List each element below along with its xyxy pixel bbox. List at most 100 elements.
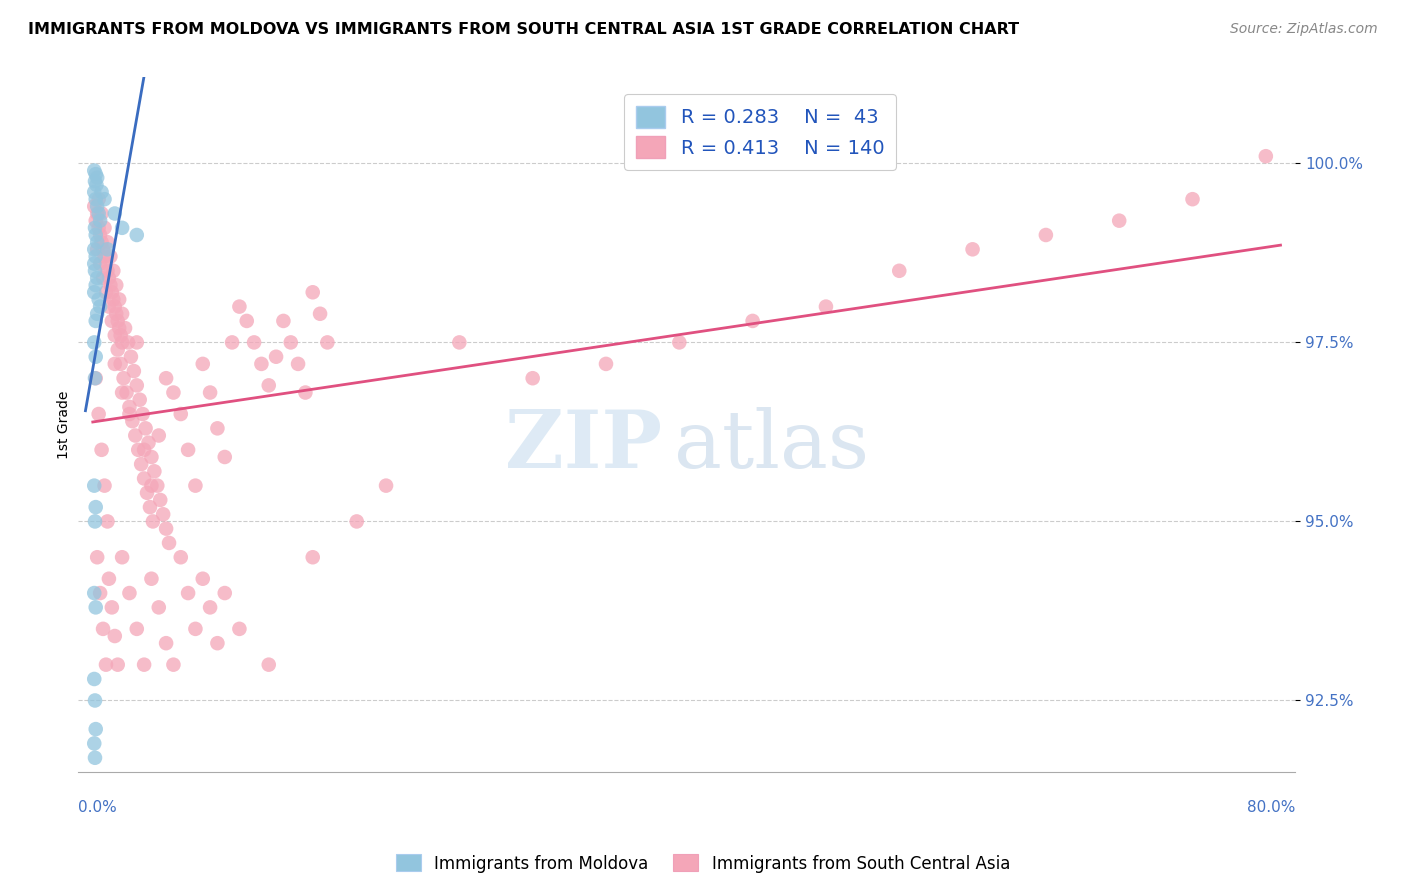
Point — [84, 722, 107, 736]
Point — [90, 206, 112, 220]
Point — [91, 622, 114, 636]
Point — [111, 550, 134, 565]
Legend: R = 0.283    N =  43, R = 0.413    N = 140: R = 0.283 N = 43, R = 0.413 N = 140 — [624, 95, 896, 170]
Point — [90, 442, 112, 457]
Point — [86, 206, 108, 220]
Point — [191, 357, 214, 371]
Point — [741, 314, 763, 328]
Point — [235, 314, 257, 328]
Point — [96, 235, 118, 249]
Point — [84, 693, 107, 707]
Point — [111, 385, 134, 400]
Point — [100, 278, 122, 293]
Point — [107, 343, 129, 357]
Point — [149, 492, 172, 507]
Point — [97, 271, 120, 285]
Point — [93, 250, 115, 264]
Point — [84, 751, 107, 765]
Point — [257, 378, 280, 392]
Point — [105, 307, 128, 321]
Point — [84, 213, 107, 227]
Point — [104, 328, 127, 343]
Point — [301, 285, 323, 300]
Point — [1181, 192, 1204, 206]
Point — [84, 600, 107, 615]
Point — [84, 278, 107, 293]
Point — [138, 435, 160, 450]
Point — [91, 271, 114, 285]
Point — [111, 307, 134, 321]
Point — [84, 515, 107, 529]
Text: atlas: atlas — [675, 407, 869, 484]
Point — [84, 227, 107, 242]
Point — [115, 385, 138, 400]
Point — [139, 500, 162, 515]
Point — [121, 414, 143, 428]
Point — [132, 442, 155, 457]
Point — [108, 293, 131, 307]
Text: IMMIGRANTS FROM MOLDOVA VS IMMIGRANTS FROM SOUTH CENTRAL ASIA 1ST GRADE CORRELAT: IMMIGRANTS FROM MOLDOVA VS IMMIGRANTS FR… — [28, 22, 1019, 37]
Point — [107, 657, 129, 672]
Point — [191, 572, 214, 586]
Point — [125, 622, 148, 636]
Point — [346, 515, 368, 529]
Point — [309, 307, 332, 321]
Point — [84, 350, 107, 364]
Point — [89, 213, 111, 227]
Point — [294, 385, 316, 400]
Point — [83, 163, 105, 178]
Point — [96, 264, 118, 278]
Point — [83, 199, 105, 213]
Point — [125, 335, 148, 350]
Point — [198, 385, 221, 400]
Text: ZIP: ZIP — [505, 407, 662, 484]
Point — [107, 314, 129, 328]
Point — [101, 600, 124, 615]
Point — [103, 293, 125, 307]
Point — [124, 428, 146, 442]
Point — [105, 278, 128, 293]
Point — [273, 314, 295, 328]
Point — [228, 300, 250, 314]
Point — [243, 335, 266, 350]
Point — [129, 457, 152, 471]
Point — [94, 257, 117, 271]
Point — [110, 357, 132, 371]
Point — [86, 307, 108, 321]
Point — [117, 335, 139, 350]
Point — [162, 385, 184, 400]
Point — [132, 657, 155, 672]
Y-axis label: 1st Grade: 1st Grade — [58, 391, 72, 459]
Point — [104, 206, 127, 220]
Point — [449, 335, 471, 350]
Point — [83, 478, 105, 492]
Point — [136, 485, 159, 500]
Point — [889, 264, 911, 278]
Text: 0.0%: 0.0% — [79, 800, 117, 815]
Point — [91, 242, 114, 256]
Point — [1254, 149, 1277, 163]
Point — [198, 600, 221, 615]
Point — [257, 657, 280, 672]
Point — [83, 285, 105, 300]
Point — [146, 478, 169, 492]
Point — [86, 178, 108, 192]
Point — [84, 371, 107, 385]
Point — [162, 657, 184, 672]
Point — [94, 657, 117, 672]
Point — [814, 300, 837, 314]
Point — [86, 199, 108, 213]
Point — [184, 478, 207, 492]
Point — [120, 350, 142, 364]
Point — [143, 464, 166, 478]
Point — [122, 364, 145, 378]
Point — [118, 586, 141, 600]
Text: 80.0%: 80.0% — [1247, 800, 1295, 815]
Point — [87, 220, 110, 235]
Point — [316, 335, 339, 350]
Point — [157, 536, 180, 550]
Point — [87, 293, 110, 307]
Point — [170, 550, 193, 565]
Point — [86, 235, 108, 249]
Point — [101, 285, 124, 300]
